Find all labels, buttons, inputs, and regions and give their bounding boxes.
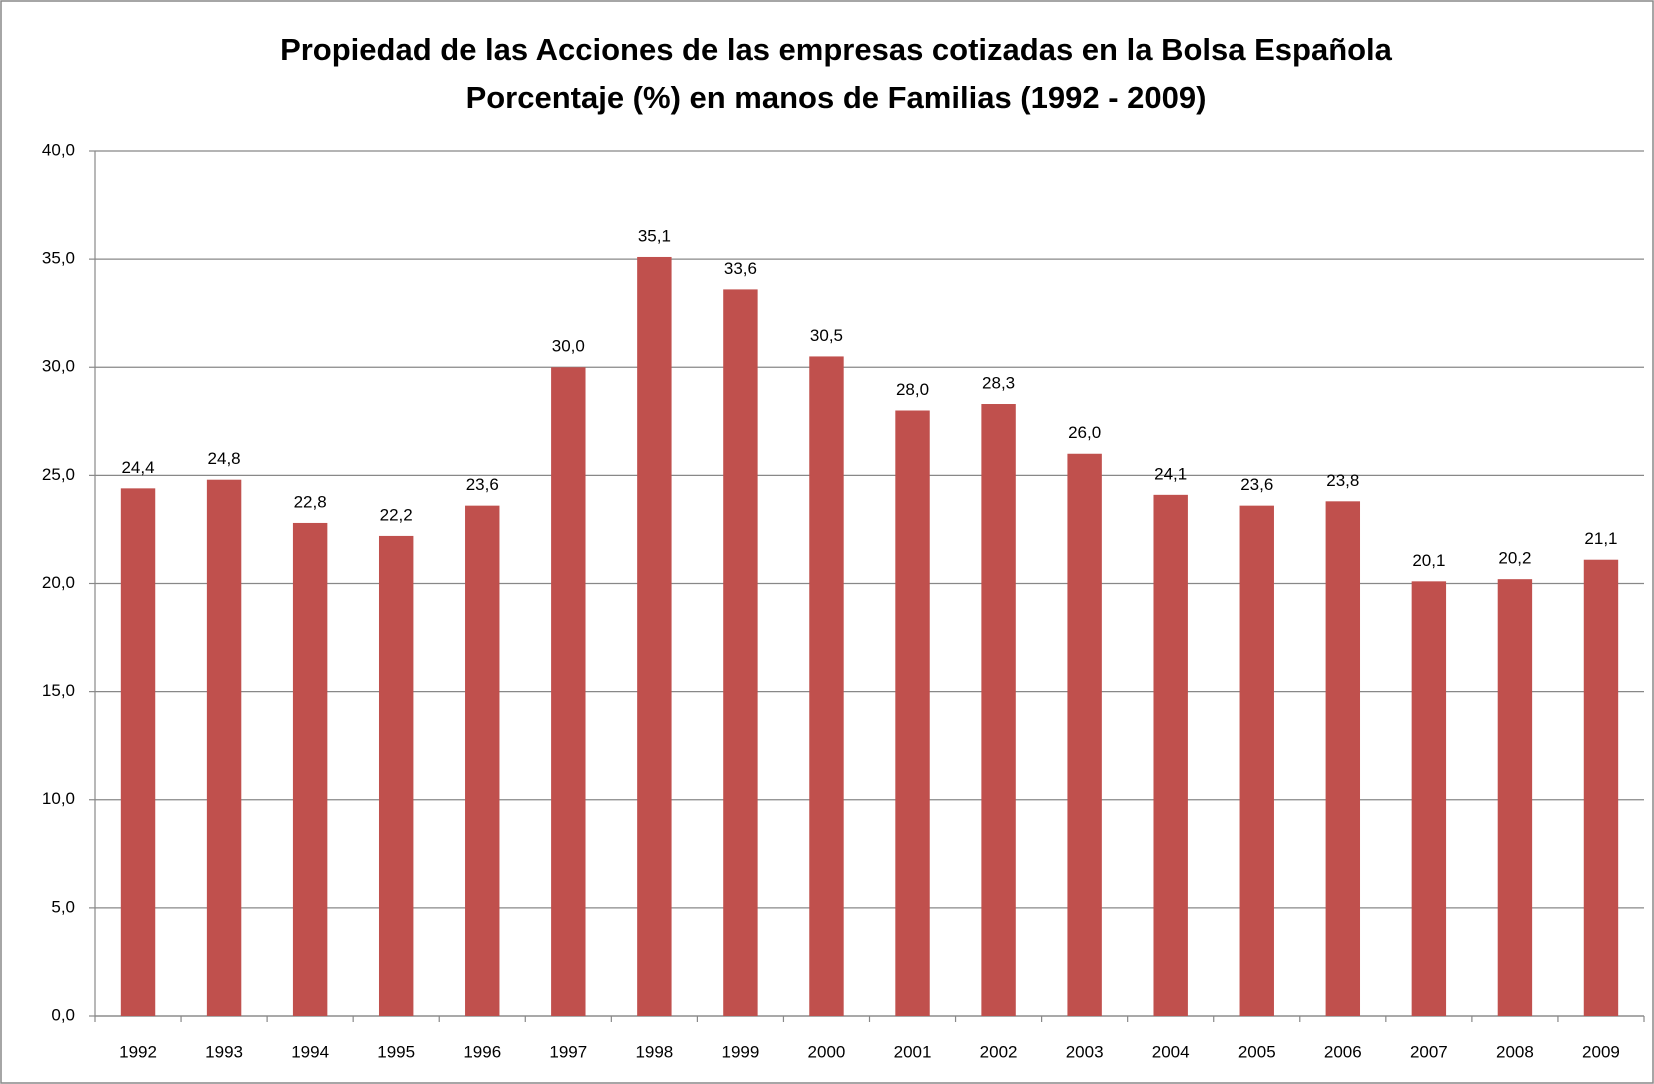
bar xyxy=(1153,494,1188,1016)
data-label: 20,1 xyxy=(1412,551,1445,570)
bar xyxy=(1411,581,1447,1016)
x-tick-label: 2004 xyxy=(1152,1042,1190,1061)
data-label: 21,1 xyxy=(1584,529,1617,548)
data-label: 22,2 xyxy=(380,505,413,524)
bar xyxy=(551,367,586,1016)
data-label: 23,6 xyxy=(466,475,499,494)
x-tick-label: 1993 xyxy=(205,1042,243,1061)
y-tick-label: 0,0 xyxy=(51,1005,75,1024)
chart-title: Propiedad de las Acciones de las empresa… xyxy=(280,32,1393,67)
data-label: 28,3 xyxy=(982,373,1015,392)
bar xyxy=(981,404,1016,1016)
y-tick-label: 15,0 xyxy=(42,681,75,700)
bar xyxy=(378,535,414,1016)
x-tick-label: 1996 xyxy=(463,1042,501,1061)
x-tick-label: 1997 xyxy=(549,1042,587,1061)
bar xyxy=(723,289,758,1016)
y-tick-label: 5,0 xyxy=(51,897,75,916)
y-tick-label: 25,0 xyxy=(42,465,75,484)
x-tick-label: 1992 xyxy=(119,1042,157,1061)
bar xyxy=(1583,559,1619,1016)
y-tick-label: 30,0 xyxy=(42,357,75,376)
bar xyxy=(637,256,672,1016)
data-label: 30,5 xyxy=(810,326,843,345)
data-label: 26,0 xyxy=(1068,423,1101,442)
bar xyxy=(292,522,328,1016)
x-tick-label: 1995 xyxy=(377,1042,415,1061)
bar xyxy=(1325,501,1361,1016)
bar xyxy=(809,356,844,1016)
x-tick-label: 2000 xyxy=(808,1042,846,1061)
bar xyxy=(895,410,930,1016)
x-tick-label: 2007 xyxy=(1410,1042,1448,1061)
x-tick-label: 2006 xyxy=(1324,1042,1362,1061)
data-label: 30,0 xyxy=(552,337,585,356)
x-tick-label: 2009 xyxy=(1582,1042,1620,1061)
bar xyxy=(1497,579,1533,1016)
data-label: 35,1 xyxy=(638,226,671,245)
y-tick-label: 35,0 xyxy=(42,249,75,268)
y-tick-label: 20,0 xyxy=(42,573,75,592)
y-tick-label: 10,0 xyxy=(42,789,75,808)
x-tick-label: 1994 xyxy=(291,1042,329,1061)
bar xyxy=(120,488,156,1017)
data-label: 28,0 xyxy=(896,380,929,399)
bar xyxy=(465,505,500,1016)
data-label: 24,8 xyxy=(208,449,241,468)
bar xyxy=(206,479,242,1016)
data-label: 22,8 xyxy=(294,492,327,511)
data-label: 23,8 xyxy=(1326,471,1359,490)
x-tick-label: 2005 xyxy=(1238,1042,1276,1061)
chart-subtitle: Porcentaje (%) en manos de Familias (199… xyxy=(466,80,1207,115)
x-tick-label: 2002 xyxy=(980,1042,1018,1061)
data-label: 33,6 xyxy=(724,259,757,278)
x-tick-label: 2008 xyxy=(1496,1042,1534,1061)
x-tick-label: 2001 xyxy=(894,1042,932,1061)
bar xyxy=(1067,453,1102,1016)
data-label: 20,2 xyxy=(1498,549,1531,568)
x-tick-label: 1998 xyxy=(635,1042,673,1061)
data-label: 24,1 xyxy=(1154,464,1187,483)
data-label: 24,4 xyxy=(121,458,154,477)
x-tick-label: 2003 xyxy=(1066,1042,1104,1061)
bar xyxy=(1239,505,1274,1016)
x-tick-label: 1999 xyxy=(722,1042,760,1061)
data-label: 23,6 xyxy=(1240,475,1273,494)
y-tick-label: 40,0 xyxy=(42,140,75,159)
